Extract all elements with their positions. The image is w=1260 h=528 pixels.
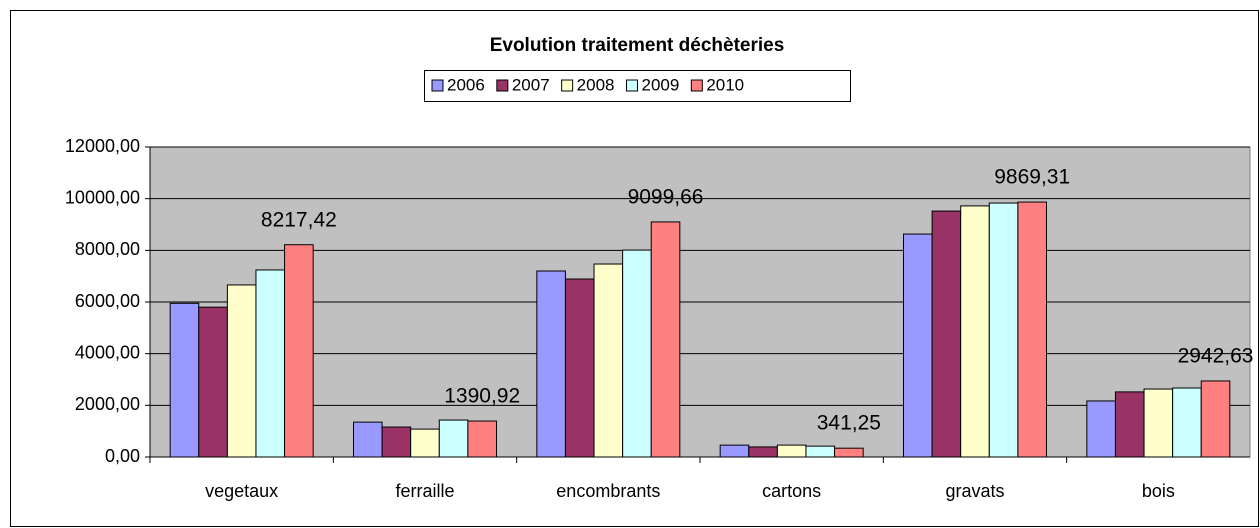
bar [381,426,412,458]
x-tick-label: vegetaux [205,481,278,501]
bar [438,419,469,458]
y-tick-label: 0,00 [105,446,140,466]
x-tick-label: ferraille [395,481,454,501]
bar [1017,201,1048,458]
legend-swatch [690,79,703,92]
bar [1143,388,1174,458]
bar [1200,380,1231,458]
value-label: 8217,42 [261,208,337,231]
legend-label: 2007 [512,75,550,94]
bar [719,444,750,458]
bar [903,233,933,458]
x-tick-label: encombrants [556,481,660,501]
legend-swatch [561,79,574,92]
y-tick-label: 8000,00 [75,239,140,259]
x-tick-label: bois [1142,481,1175,501]
bar [1114,391,1145,458]
bar [169,302,200,458]
value-label: 9869,31 [994,166,1070,189]
bar [805,445,836,458]
bar [255,269,286,458]
bar [467,420,497,458]
y-tick-label: 10000,00 [65,187,140,207]
bar [931,210,962,458]
bar [198,306,228,458]
bar [1172,387,1202,458]
x-tick-label: cartons [762,481,821,501]
bar [593,263,624,458]
bar [536,270,566,458]
bar [353,421,383,458]
y-tick-label: 12000,00 [65,136,140,156]
bar [410,428,440,458]
value-label: 9099,66 [628,185,704,208]
bar [988,202,1019,458]
legend-label: 2009 [641,75,679,94]
bar [960,205,990,458]
bar [748,446,778,458]
y-tick-label: 6000,00 [75,291,140,311]
legend-swatch [496,79,509,92]
bar [284,244,314,458]
legend-swatch [431,79,444,92]
value-label: 2942,63 [1178,345,1254,368]
x-tick-label: gravats [945,481,1004,501]
y-tick-label: 4000,00 [75,342,140,362]
y-tick-label: 2000,00 [75,394,140,414]
chart-title: Evolution traitement déchèteries [490,35,785,56]
value-label: 341,25 [817,412,881,435]
bar [1086,400,1116,458]
bar [776,444,807,458]
legend-label: 2006 [447,75,485,94]
legend-swatch [625,79,638,92]
bar [650,221,681,458]
bar [564,278,595,458]
legend-label: 2008 [577,75,615,94]
bar [622,249,652,458]
bar [226,284,257,458]
bar [834,447,864,458]
legend-label: 2010 [706,75,744,94]
value-label: 1390,92 [444,385,520,408]
